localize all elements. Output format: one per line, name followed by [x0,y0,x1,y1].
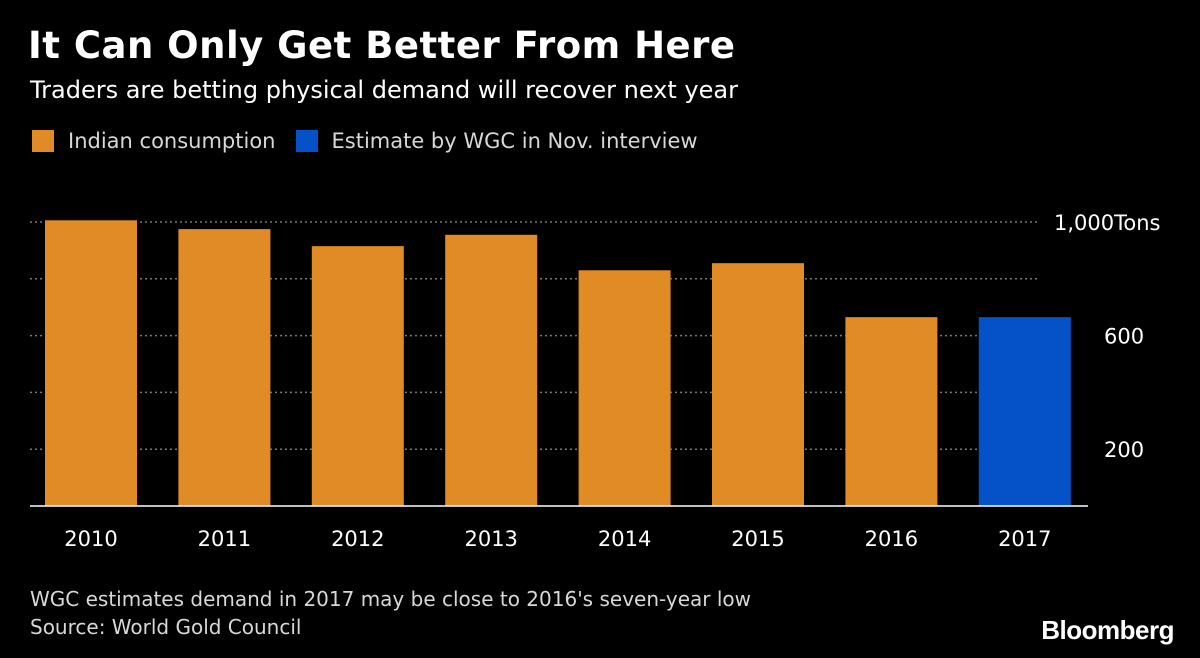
axes: 2010 2011 2012 2013 2014 2015 2016 2017 1,000Ton… [30,211,1160,551]
bar-2013 [445,234,538,506]
x-tick-label: 2017 [998,527,1051,551]
legend-item-indian-consumption: Indian consumption [32,129,276,153]
chart-subtitle: Traders are betting physical demand will… [30,76,738,104]
x-tick-label: 2013 [464,527,517,551]
x-tick-label: 2015 [731,527,784,551]
legend-swatch-orange [32,130,54,152]
x-tick-label: 2014 [598,527,651,551]
bloomberg-logo: Bloomberg [1041,615,1174,645]
source-note: Source: World Gold Council [30,615,302,639]
legend-item-wgc-estimate: Estimate by WGC in Nov. interview [295,129,698,153]
bar-2011 [178,229,271,506]
bar-2010 [45,220,137,506]
bar-2012 [311,246,404,506]
bars [45,220,1071,506]
y-tick-label: 200 [1104,438,1144,462]
legend: Indian consumption Estimate by WGC in No… [32,127,718,155]
y-tick-label: 1,000Tons [1054,211,1160,235]
y-tick-label: 600 [1104,325,1144,349]
legend-label: Estimate by WGC in Nov. interview [331,129,698,153]
x-tick-label: 2011 [198,527,251,551]
bar-2015 [712,263,804,506]
bar-2017 [978,317,1071,506]
chart-title: It Can Only Get Better From Here [28,24,736,67]
legend-label: Indian consumption [68,129,276,153]
bar-2016 [845,317,938,506]
x-tick-label: 2012 [331,527,384,551]
bar-2014 [578,270,671,506]
legend-swatch-blue [295,130,318,152]
x-tick-label: 2010 [64,527,117,551]
x-tick-label: 2016 [865,527,918,551]
footnote: WGC estimates demand in 2017 may be clos… [30,587,751,611]
